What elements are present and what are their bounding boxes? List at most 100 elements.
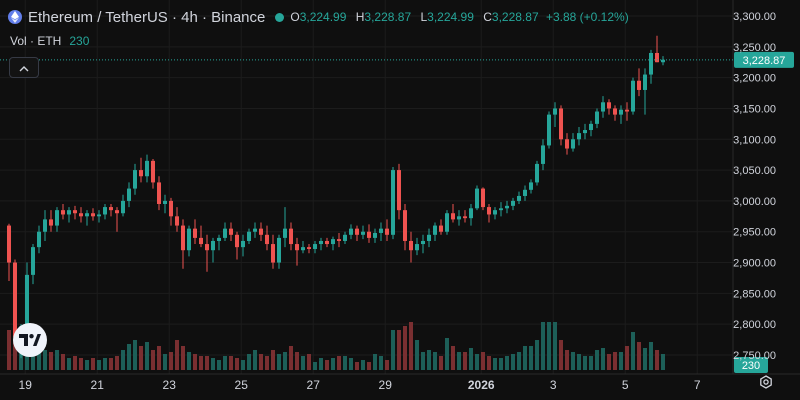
candle-body[interactable] xyxy=(541,145,545,164)
candle-body[interactable] xyxy=(193,228,197,238)
candle-body[interactable] xyxy=(445,213,449,232)
candle-body[interactable] xyxy=(115,210,119,214)
candle-body[interactable] xyxy=(343,234,347,241)
candle-body[interactable] xyxy=(571,139,575,149)
candle-body[interactable] xyxy=(121,200,125,214)
candle-body[interactable] xyxy=(559,108,563,140)
candle-body[interactable] xyxy=(43,219,47,232)
collapse-legend-button[interactable] xyxy=(9,57,39,78)
candle-body[interactable] xyxy=(103,207,107,215)
candle-body[interactable] xyxy=(625,109,629,112)
candle-body[interactable] xyxy=(313,244,317,249)
candle-body[interactable] xyxy=(199,237,203,245)
candle-body[interactable] xyxy=(589,123,593,131)
candle-body[interactable] xyxy=(259,228,263,235)
candle-body[interactable] xyxy=(151,160,155,183)
candle-body[interactable] xyxy=(79,213,83,217)
candle-body[interactable] xyxy=(289,228,293,245)
candle-body[interactable] xyxy=(109,207,113,211)
candle-body[interactable] xyxy=(349,228,353,235)
candle-body[interactable] xyxy=(13,262,17,337)
candle-body[interactable] xyxy=(487,207,491,215)
candle-body[interactable] xyxy=(139,170,143,177)
candle-body[interactable] xyxy=(277,237,281,263)
candle-body[interactable] xyxy=(211,240,215,251)
candle-body[interactable] xyxy=(565,139,569,149)
candle-body[interactable] xyxy=(127,188,131,201)
candle-body[interactable] xyxy=(529,182,533,190)
candle-body[interactable] xyxy=(415,244,419,251)
candle-body[interactable] xyxy=(391,170,395,235)
candle-body[interactable] xyxy=(295,244,299,251)
candle-body[interactable] xyxy=(535,163,539,183)
candle-body[interactable] xyxy=(241,240,245,248)
candle-body[interactable] xyxy=(595,111,599,124)
candle-body[interactable] xyxy=(523,189,527,196)
candle-body[interactable] xyxy=(157,182,161,204)
candle-body[interactable] xyxy=(631,80,635,112)
candle-body[interactable] xyxy=(355,228,359,235)
candle-body[interactable] xyxy=(469,208,473,219)
candle-body[interactable] xyxy=(385,228,389,235)
candle-body[interactable] xyxy=(649,52,653,75)
candle-body[interactable] xyxy=(31,247,35,275)
candle-body[interactable] xyxy=(25,274,29,331)
candle-body[interactable] xyxy=(511,200,515,206)
candle-body[interactable] xyxy=(271,244,275,263)
candle-body[interactable] xyxy=(85,213,89,217)
candle-body[interactable] xyxy=(235,234,239,248)
candle-body[interactable] xyxy=(463,216,467,219)
candle-body[interactable] xyxy=(517,195,521,201)
candle-body[interactable] xyxy=(181,225,185,251)
candle-body[interactable] xyxy=(337,239,341,241)
candle-body[interactable] xyxy=(457,216,461,220)
candle-body[interactable] xyxy=(325,240,329,245)
candle-body[interactable] xyxy=(223,228,227,238)
candle-body[interactable] xyxy=(55,210,59,226)
candle-body[interactable] xyxy=(607,102,611,109)
candle-body[interactable] xyxy=(175,216,179,226)
candle-body[interactable] xyxy=(331,239,335,245)
candle-body[interactable] xyxy=(493,210,497,215)
candle-body[interactable] xyxy=(637,80,641,90)
candle-body[interactable] xyxy=(373,232,377,238)
candle-body[interactable] xyxy=(163,200,167,204)
candle-body[interactable] xyxy=(451,213,455,220)
candle-body[interactable] xyxy=(505,205,509,209)
candle-body[interactable] xyxy=(601,102,605,112)
candle-body[interactable] xyxy=(583,130,587,134)
candle-body[interactable] xyxy=(613,108,617,115)
candle-body[interactable] xyxy=(661,59,665,63)
candle-body[interactable] xyxy=(379,228,383,233)
candle-body[interactable] xyxy=(253,228,257,232)
candle-body[interactable] xyxy=(619,109,623,115)
candle-body[interactable] xyxy=(421,240,425,245)
candle-body[interactable] xyxy=(67,210,71,215)
candle-body[interactable] xyxy=(403,210,407,241)
candle-body[interactable] xyxy=(229,228,233,235)
candle-body[interactable] xyxy=(37,231,41,248)
candle-body[interactable] xyxy=(133,170,137,189)
candle-body[interactable] xyxy=(265,234,269,245)
candle-body[interactable] xyxy=(97,214,101,217)
candle-body[interactable] xyxy=(499,208,503,211)
candle-body[interactable] xyxy=(655,52,659,63)
candle-body[interactable] xyxy=(247,231,251,241)
candle-body[interactable] xyxy=(73,210,77,214)
candle-body[interactable] xyxy=(319,240,323,245)
candle-body[interactable] xyxy=(481,188,485,208)
candle-body[interactable] xyxy=(205,244,209,251)
candle-body[interactable] xyxy=(409,240,413,251)
candle-body[interactable] xyxy=(577,133,581,140)
candle-body[interactable] xyxy=(439,225,443,232)
candle-body[interactable] xyxy=(91,213,95,217)
candle-body[interactable] xyxy=(169,200,173,217)
candle-body[interactable] xyxy=(307,247,311,249)
candle-body[interactable] xyxy=(475,188,479,209)
candle-body[interactable] xyxy=(187,228,191,251)
candle-body[interactable] xyxy=(427,234,431,241)
candle-body[interactable] xyxy=(301,247,305,251)
candle-body[interactable] xyxy=(7,225,11,263)
